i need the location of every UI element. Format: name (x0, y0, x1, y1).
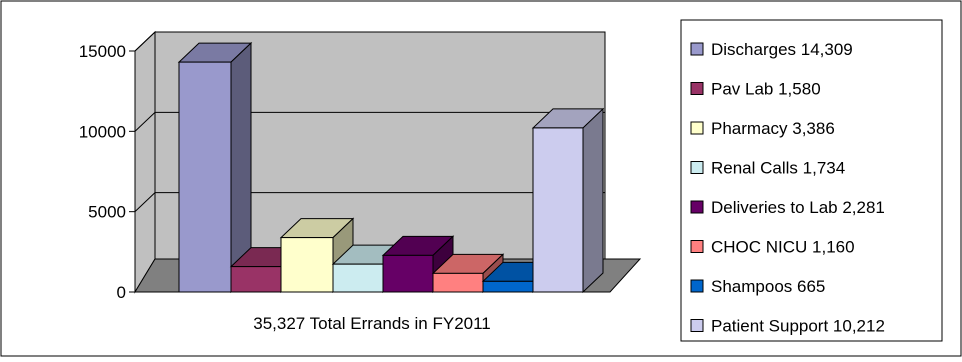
bars (177, 41, 605, 294)
y-tick-label-2: 10000 (79, 122, 126, 141)
legend-label-6: CHOC NICU 1,160 (711, 238, 855, 257)
bar-front-4 (332, 263, 384, 293)
legend-item-4: Renal Calls 1,734 (690, 159, 845, 178)
legend-label-2: Pav Lab 1,580 (711, 80, 821, 99)
y-tick-label-0: 0 (117, 283, 126, 302)
legend-swatch-3 (690, 121, 704, 135)
bar-8 (531, 107, 605, 294)
y-tick-labels: 0 5000 10000 15000 (79, 42, 135, 302)
plot-side-wall (134, 30, 156, 294)
legend-swatch-1 (690, 42, 704, 56)
gridline-3 (134, 31, 605, 52)
legend-item-6: CHOC NICU 1,160 (690, 238, 855, 257)
y-tick-label-3: 15000 (79, 42, 126, 61)
grid-lines (134, 31, 605, 213)
legend-item-2: Pav Lab 1,580 (690, 80, 821, 99)
legend-label-3: Pharmacy 3,386 (711, 119, 835, 138)
bar-front-7 (482, 280, 534, 293)
y-tick-label-1: 5000 (88, 203, 126, 222)
bar-1 (177, 41, 253, 294)
legend-label-8: Patient Support 10,212 (711, 317, 885, 336)
bar-front-8 (532, 127, 584, 293)
legend-label-4: Renal Calls 1,734 (711, 159, 845, 178)
legend-swatch-6 (690, 240, 704, 253)
legend-item-8: Patient Support 10,212 (690, 317, 885, 336)
legend: Discharges 14,309 Pav Lab 1,580 Pharmacy 3… (690, 40, 885, 336)
legend-box (680, 19, 943, 342)
category-label: 35,327 Total Errands in FY2011 (253, 314, 491, 333)
bar-front-1 (178, 61, 232, 293)
legend-swatch-4 (690, 161, 704, 174)
legend-item-5: Deliveries to Lab 2,281 (690, 198, 885, 217)
legend-label-5: Deliveries to Lab 2,281 (711, 198, 885, 217)
legend-label-1: Discharges 14,309 (711, 40, 853, 59)
legend-item-7: Shampoos 665 (690, 277, 825, 296)
gridline-2 (134, 111, 605, 132)
bar-front-3 (280, 237, 334, 293)
bar-front-2 (230, 266, 282, 293)
legend-swatch-5 (690, 200, 704, 214)
bar-side-8 (582, 107, 604, 294)
legend-swatch-7 (690, 279, 704, 293)
gridline-1 (134, 192, 605, 213)
legend-label-7: Shampoos 665 (711, 277, 825, 296)
legend-item-3: Pharmacy 3,386 (690, 119, 835, 138)
bar-front-6 (432, 272, 484, 293)
legend-swatch-2 (690, 82, 704, 95)
legend-swatch-8 (690, 319, 704, 332)
legend-item-1: Discharges 14,309 (690, 40, 853, 59)
bar-front-5 (382, 254, 434, 293)
